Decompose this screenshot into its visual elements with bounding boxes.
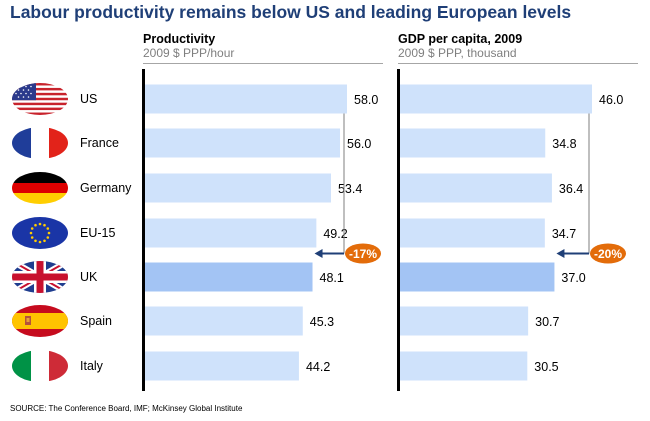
value-label-2-italy: 30.5 <box>534 360 558 374</box>
value-label-1-spain: 45.3 <box>310 315 334 329</box>
country-label-france: France <box>80 136 119 150</box>
country-label-spain: Spain <box>80 314 112 328</box>
value-label-2-france: 34.8 <box>552 137 576 151</box>
country-label-uk: UK <box>80 270 98 284</box>
bar-2-germany <box>400 173 552 203</box>
value-label-1-germany: 53.4 <box>338 182 362 196</box>
panel1-subtitle: 2009 $ PPP/hour <box>143 46 235 60</box>
country-label-us: US <box>80 92 98 106</box>
panel2-header-rule <box>398 63 638 64</box>
arrow-head-2 <box>556 249 565 258</box>
country-label-italy: Italy <box>80 359 103 373</box>
chart-title: Labour productivity remains below US and… <box>10 2 572 22</box>
panel2-axis <box>397 69 400 391</box>
france-flag-icon <box>12 127 68 159</box>
bar-1-germany <box>145 173 331 203</box>
value-label-2-us: 46.0 <box>599 93 623 107</box>
value-label-2-uk: 37.0 <box>561 271 585 285</box>
bar-2-italy <box>400 351 528 381</box>
change-badge-2 <box>590 243 626 264</box>
value-label-1-uk: 48.1 <box>320 271 344 285</box>
germany-flag-icon <box>12 172 68 204</box>
bar-2-uk <box>400 262 555 292</box>
eu-flag-icon <box>12 217 68 249</box>
italy-flag-icon <box>12 350 68 382</box>
bar-1-us <box>145 84 347 114</box>
bar-2-eu-15 <box>400 218 545 248</box>
value-label-2-eu-15: 34.7 <box>552 227 576 241</box>
bar-2-france <box>400 128 546 158</box>
panel1-title: Productivity <box>143 32 216 46</box>
panel1-axis <box>142 69 145 391</box>
country-label-eu15: EU-15 <box>80 226 116 240</box>
value-label-1-eu-15: 49.2 <box>323 227 347 241</box>
bar-1-spain <box>145 306 303 336</box>
country-label-germany: Germany <box>80 181 132 195</box>
arrow-head-1 <box>314 249 323 258</box>
value-label-1-us: 58.0 <box>354 93 378 107</box>
spain-flag-icon <box>12 305 68 337</box>
panel2-subtitle: 2009 $ PPP, thousand <box>398 46 517 60</box>
change-badge-label-1: -17% <box>349 247 377 261</box>
bar-1-france <box>145 128 341 158</box>
value-label-2-germany: 36.4 <box>559 182 583 196</box>
bar-2-us <box>400 84 592 114</box>
bar-1-eu-15 <box>145 218 317 248</box>
bar-2-spain <box>400 306 529 336</box>
us-flag-icon <box>12 83 68 115</box>
source-note: SOURCE: The Conference Board, IMF; McKin… <box>10 404 243 413</box>
bar-1-uk <box>145 262 313 292</box>
panel2-title: GDP per capita, 2009 <box>398 32 523 46</box>
change-badge-label-2: -20% <box>594 247 622 261</box>
change-badge-1 <box>345 243 381 264</box>
value-label-2-spain: 30.7 <box>535 315 559 329</box>
bar-1-italy <box>145 351 299 381</box>
value-label-1-italy: 44.2 <box>306 360 330 374</box>
panel1-header-rule <box>143 63 383 64</box>
value-label-1-france: 56.0 <box>347 137 371 151</box>
